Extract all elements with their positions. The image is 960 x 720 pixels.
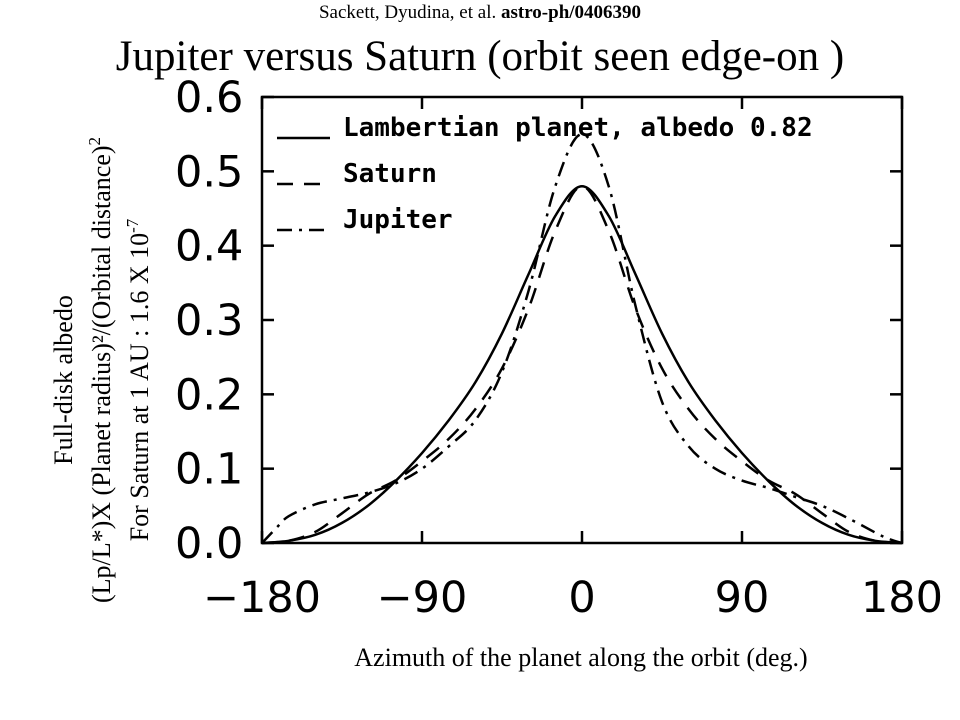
x-axis-label: Azimuth of the planet along the orbit (d… bbox=[354, 643, 807, 672]
y-axis-label: Full-disk albedo (Lp/L*)X (Planet radius… bbox=[49, 137, 154, 603]
legend-label: Saturn bbox=[343, 159, 437, 189]
chart-title: Jupiter versus Saturn (orbit seen edge-o… bbox=[115, 33, 845, 80]
series-line-dashdot bbox=[261, 132, 903, 545]
y-tick-label: 0.4 bbox=[175, 222, 243, 272]
x-tick-label: −180 bbox=[203, 573, 321, 623]
x-tick-label: 90 bbox=[715, 573, 770, 623]
y-label-line-2: (Lp/L*)X (Planet radius)²/(Orbital dista… bbox=[85, 137, 116, 603]
x-tick-label: 180 bbox=[861, 573, 943, 623]
y-tick-label: 0.1 bbox=[175, 445, 243, 495]
legend: Lambertian planet, albedo 0.82 Saturn Jupi… bbox=[277, 113, 813, 235]
legend-label: Jupiter bbox=[343, 205, 453, 235]
x-tick-label: −90 bbox=[377, 573, 468, 623]
y-label-line-2-sup: 2 bbox=[85, 137, 104, 146]
series-line-dashed bbox=[261, 184, 903, 545]
y-label-line-1: Full-disk albedo bbox=[49, 295, 78, 465]
y-tick-label: 0.3 bbox=[175, 296, 243, 346]
series-line-solid bbox=[261, 184, 903, 545]
citation-authors: Sackett, Dyudina, et al. bbox=[318, 2, 497, 23]
x-tick-label: 0 bbox=[568, 573, 595, 623]
citation: Sackett, Dyudina, et al. astro-ph/040639… bbox=[0, 2, 960, 24]
citation-ref: astro-ph/0406390 bbox=[500, 2, 642, 23]
y-label-line-3: For Saturn at 1 AU : 1.6 X 10-7 bbox=[123, 218, 154, 541]
series-layer bbox=[261, 132, 903, 545]
y-tick-label: 0.0 bbox=[175, 519, 243, 569]
y-tick-label: 0.2 bbox=[175, 370, 243, 420]
y-label-line-3-sup: -7 bbox=[123, 218, 142, 233]
axis-ticks: 0.0 0.1 0.2 0.3 0.4 0.5 0.6 −180 −90 0 90 180 bbox=[175, 73, 943, 623]
legend-label: Lambertian planet, albedo 0.82 bbox=[343, 113, 813, 143]
y-tick-label: 0.5 bbox=[175, 147, 243, 197]
y-tick-label: 0.6 bbox=[175, 73, 243, 123]
